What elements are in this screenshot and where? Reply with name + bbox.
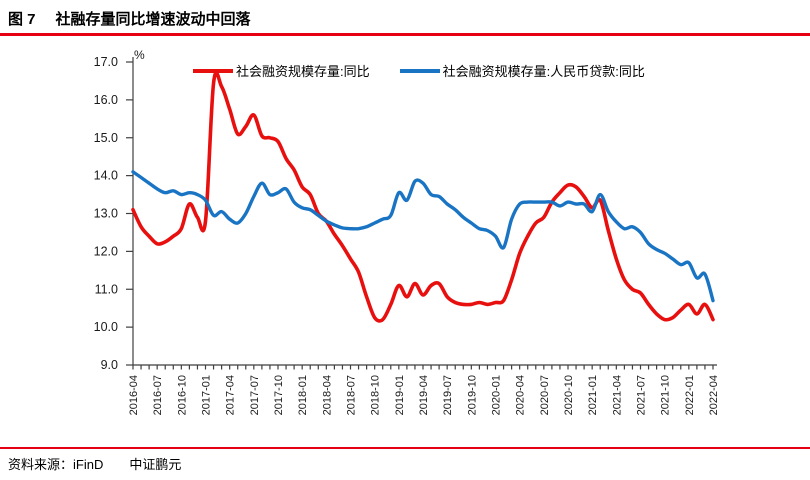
y-axis-unit-label: % bbox=[134, 48, 145, 62]
svg-text:2016-07: 2016-07 bbox=[152, 375, 164, 415]
svg-text:15.0: 15.0 bbox=[94, 131, 118, 145]
svg-text:2019-01: 2019-01 bbox=[394, 375, 406, 415]
svg-text:11.0: 11.0 bbox=[95, 282, 118, 296]
svg-text:2021-04: 2021-04 bbox=[611, 375, 623, 415]
legend-item-sf-total: 社会融资规模存量:同比 bbox=[193, 61, 370, 80]
svg-text:14.0: 14.0 bbox=[94, 169, 118, 183]
svg-text:17.0: 17.0 bbox=[94, 55, 118, 69]
svg-text:2020-10: 2020-10 bbox=[563, 375, 575, 415]
svg-text:9.0: 9.0 bbox=[101, 358, 118, 372]
svg-text:13.0: 13.0 bbox=[94, 207, 118, 221]
legend-label-sf-total: 社会融资规模存量:同比 bbox=[236, 64, 370, 79]
legend-item-sf-rmb-loans: 社会融资规模存量:人民币贷款:同比 bbox=[399, 61, 645, 80]
svg-text:2021-07: 2021-07 bbox=[636, 375, 648, 415]
svg-text:2019-07: 2019-07 bbox=[442, 375, 454, 415]
series-line-1 bbox=[131, 170, 715, 303]
data-source-label: 资料来源：iFinD bbox=[8, 457, 104, 472]
svg-text:2016-04: 2016-04 bbox=[128, 375, 140, 415]
svg-text:2020-04: 2020-04 bbox=[515, 375, 527, 415]
svg-text:2018-07: 2018-07 bbox=[346, 375, 358, 415]
svg-text:2017-07: 2017-07 bbox=[249, 375, 261, 415]
figure-number-label: 图 7 bbox=[8, 11, 36, 28]
brand-label: 中证鹏元 bbox=[129, 457, 182, 472]
footer-divider-rule bbox=[0, 447, 810, 449]
figure-title-row: 图 7 社融存量同比增速波动中回落 bbox=[8, 8, 251, 29]
source-row: 资料来源：iFinD 中证鹏元 bbox=[8, 454, 181, 473]
svg-text:10.0: 10.0 bbox=[94, 320, 118, 334]
red-line-swatch-icon bbox=[193, 68, 233, 73]
series-line-0 bbox=[131, 71, 715, 323]
svg-text:2020-01: 2020-01 bbox=[491, 375, 503, 415]
figure-title: 社融存量同比增速波动中回落 bbox=[55, 11, 251, 28]
blue-line-swatch-icon bbox=[399, 68, 440, 73]
svg-text:12.0: 12.0 bbox=[94, 244, 118, 258]
svg-text:2016-10: 2016-10 bbox=[176, 375, 188, 415]
svg-text:2018-10: 2018-10 bbox=[370, 375, 382, 415]
svg-text:2017-04: 2017-04 bbox=[225, 375, 237, 415]
svg-text:2021-10: 2021-10 bbox=[660, 375, 672, 415]
chart-legend: 社会融资规模存量:同比 社会融资规模存量:人民币贷款:同比 bbox=[193, 61, 645, 80]
legend-label-sf-rmb-loans: 社会融资规模存量:人民币贷款:同比 bbox=[442, 64, 645, 79]
svg-text:2017-01: 2017-01 bbox=[201, 375, 213, 415]
svg-text:2018-04: 2018-04 bbox=[321, 375, 333, 415]
svg-text:2022-01: 2022-01 bbox=[684, 375, 696, 415]
svg-text:2018-01: 2018-01 bbox=[297, 375, 309, 415]
svg-text:2019-10: 2019-10 bbox=[466, 375, 478, 415]
svg-text:2019-04: 2019-04 bbox=[418, 375, 430, 415]
svg-text:2017-10: 2017-10 bbox=[273, 375, 285, 415]
svg-text:16.0: 16.0 bbox=[94, 93, 118, 107]
svg-text:2021-01: 2021-01 bbox=[587, 375, 599, 415]
title-divider-rule bbox=[0, 33, 810, 36]
svg-text:2022-04: 2022-04 bbox=[708, 375, 720, 415]
svg-text:2020-07: 2020-07 bbox=[539, 375, 551, 415]
